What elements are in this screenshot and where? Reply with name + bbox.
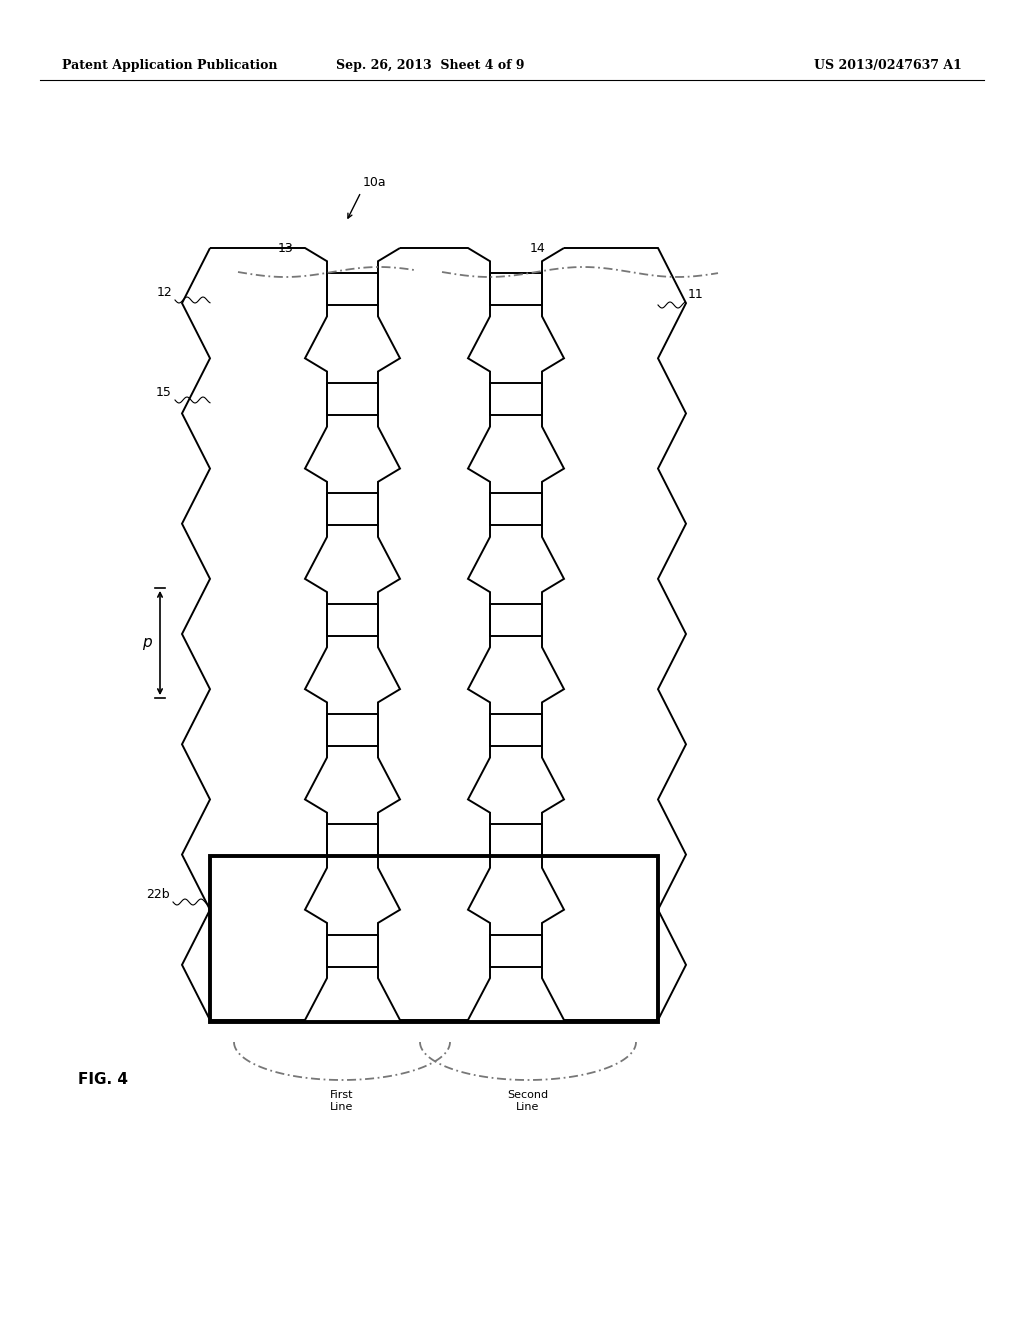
Text: FIG. 4: FIG. 4 — [78, 1072, 128, 1088]
Bar — [210, 855, 658, 1022]
Text: First
Line: First Line — [331, 1090, 353, 1111]
Text: 10a: 10a — [362, 176, 387, 189]
Text: Sep. 26, 2013  Sheet 4 of 9: Sep. 26, 2013 Sheet 4 of 9 — [336, 58, 524, 71]
Text: 15: 15 — [156, 385, 172, 399]
Text: 22b: 22b — [146, 888, 170, 902]
Text: 12: 12 — [157, 286, 172, 300]
Text: Patent Application Publication: Patent Application Publication — [62, 58, 278, 71]
Text: 11: 11 — [688, 289, 703, 301]
Text: US 2013/0247637 A1: US 2013/0247637 A1 — [814, 58, 962, 71]
Text: 14: 14 — [530, 243, 546, 256]
Text: p: p — [142, 635, 152, 651]
Text: Second
Line: Second Line — [508, 1090, 549, 1111]
Text: 13: 13 — [278, 243, 294, 256]
